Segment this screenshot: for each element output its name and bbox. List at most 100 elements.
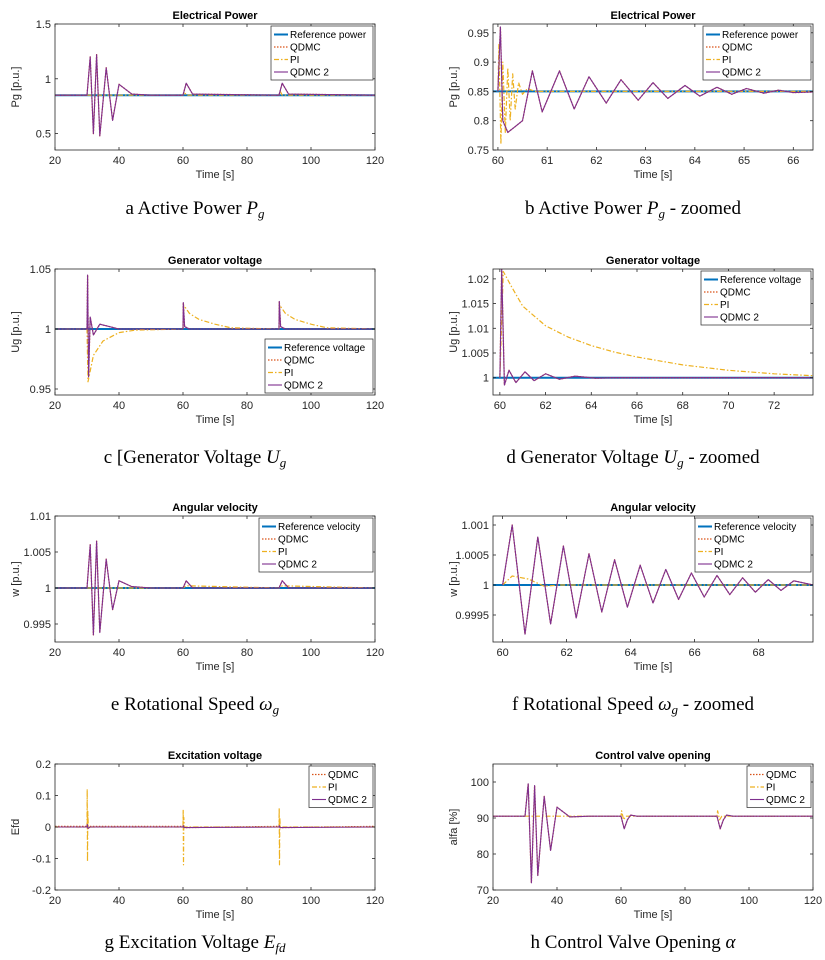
legend-label: QDMC	[284, 356, 315, 367]
x-tick-label: 40	[113, 647, 125, 659]
y-tick-label: 0.85	[468, 86, 489, 98]
chart-title: Electrical Power	[173, 10, 259, 22]
axes-box	[492, 515, 814, 643]
panel-h: 20 40 60 80 100 120 70 80 90 100 Control valve ope…	[448, 750, 822, 953]
y-axis-label: alfa [%]	[448, 809, 460, 846]
series-pi	[499, 270, 813, 378]
x-tick-label: 62	[560, 647, 572, 659]
legend-label: QDMC 2	[284, 381, 323, 392]
legend-label: QDMC 2	[714, 560, 753, 571]
legend-label: PI	[722, 55, 731, 66]
figure-caption: c [Generator Voltage Ug	[104, 447, 287, 470]
x-tick-label: 20	[49, 647, 61, 659]
y-tick-label: 0	[45, 822, 51, 834]
series-pi	[497, 43, 813, 145]
legend-label: QDMC 2	[290, 68, 329, 79]
y-tick-label: 1	[45, 324, 51, 336]
x-tick-label: 120	[804, 895, 822, 907]
x-axis-label: Time [s]	[634, 169, 673, 181]
x-tick-label: 20	[49, 400, 61, 412]
legend-label: PI	[290, 55, 299, 66]
y-tick-label: 1	[483, 580, 489, 592]
y-tick-label: 1.015	[461, 299, 489, 311]
panel-g: 20 40 60 80 100 120 -0.2 -0.1 0 0.1 0.2 Excitation …	[10, 750, 384, 955]
legend-label: Reference power	[722, 30, 799, 41]
chart-title: Generator voltage	[606, 255, 700, 267]
series-pi	[502, 575, 813, 587]
legend-label: QDMC	[766, 770, 797, 781]
y-tick-label: 1.0005	[455, 550, 489, 562]
chart-title: Excitation voltage	[168, 750, 262, 762]
legend-label: QDMC 2	[722, 68, 761, 79]
legend-box	[258, 517, 374, 573]
x-tick-label: 64	[689, 155, 701, 167]
legend-label: QDMC	[720, 288, 751, 299]
x-tick-label: 66	[787, 155, 799, 167]
legend-label: QDMC	[328, 770, 359, 781]
series-pi	[55, 304, 375, 383]
x-tick-label: 40	[113, 400, 125, 412]
y-tick-label: -0.1	[32, 854, 51, 866]
x-tick-label: 80	[241, 155, 253, 167]
y-tick-label: -0.2	[32, 885, 51, 897]
y-tick-label: 70	[477, 885, 489, 897]
x-tick-label: 72	[768, 400, 780, 412]
y-tick-label: 1.5	[36, 19, 51, 31]
legend-label: QDMC 2	[720, 313, 759, 324]
y-tick-label: 0.995	[23, 619, 51, 631]
x-tick-label: 100	[302, 895, 320, 907]
figure-caption: d Generator Voltage Ug - zoomed	[506, 447, 760, 470]
axes-box	[54, 268, 376, 396]
y-axis-label: Ug [p.u.]	[10, 311, 22, 353]
legend-label: Reference voltage	[720, 275, 802, 286]
panel-b: 60 61 62 63 64 65 66 0.75 0.8 0.85 0.9 0.95 Electric…	[448, 10, 814, 221]
y-tick-label: 1.005	[23, 547, 51, 559]
series-qdmc-2	[55, 823, 375, 829]
legend-label: QDMC	[714, 535, 745, 546]
legend-label: Reference velocity	[278, 522, 360, 533]
y-axis-label: Pg [p.u.]	[10, 67, 22, 108]
x-tick-label: 20	[487, 895, 499, 907]
x-tick-label: 20	[49, 895, 61, 907]
panel-d: 60 62 64 66 68 70 72 1 1.005 1.01 1.015 1.02 Generat…	[448, 255, 814, 470]
series-qdmc-2	[493, 783, 813, 884]
x-axis-label: Time [s]	[634, 909, 673, 921]
y-axis-label: Pg [p.u.]	[448, 67, 460, 108]
panel-e: 20 40 60 80 100 120 0.995 1 1.005 1.01 Angular vel…	[10, 502, 384, 717]
x-tick-label: 70	[722, 400, 734, 412]
x-tick-label: 120	[366, 155, 384, 167]
y-tick-label: 1.01	[30, 511, 51, 523]
axes-box	[492, 23, 814, 151]
figure-caption: g Excitation Voltage Efd	[105, 932, 286, 955]
figure-caption: h Control Valve Opening α	[531, 932, 737, 953]
x-tick-label: 60	[177, 155, 189, 167]
legend-label: Reference velocity	[714, 522, 796, 533]
x-tick-label: 61	[541, 155, 553, 167]
legend-label: PI	[278, 547, 287, 558]
x-axis-label: Time [s]	[196, 661, 235, 673]
legend-box	[694, 517, 812, 573]
y-tick-label: 100	[471, 777, 489, 789]
y-tick-label: 1	[45, 74, 51, 86]
x-tick-label: 60	[494, 400, 506, 412]
x-tick-label: 120	[366, 895, 384, 907]
x-tick-label: 120	[366, 647, 384, 659]
y-tick-label: 0.1	[36, 791, 51, 803]
y-tick-label: 0.95	[30, 384, 51, 396]
series-qdmc-2	[55, 274, 375, 378]
x-tick-label: 68	[752, 647, 764, 659]
x-tick-label: 80	[241, 895, 253, 907]
legend-label: QDMC	[722, 43, 753, 54]
legend-label: QDMC 2	[766, 795, 805, 806]
x-tick-label: 66	[631, 400, 643, 412]
x-tick-label: 80	[241, 400, 253, 412]
x-axis-label: Time [s]	[634, 414, 673, 426]
x-tick-label: 63	[639, 155, 651, 167]
x-tick-label: 40	[113, 155, 125, 167]
y-tick-label: 90	[477, 813, 489, 825]
series-qdmc-2	[55, 540, 375, 636]
y-tick-label: 80	[477, 849, 489, 861]
axes-box	[54, 23, 376, 151]
